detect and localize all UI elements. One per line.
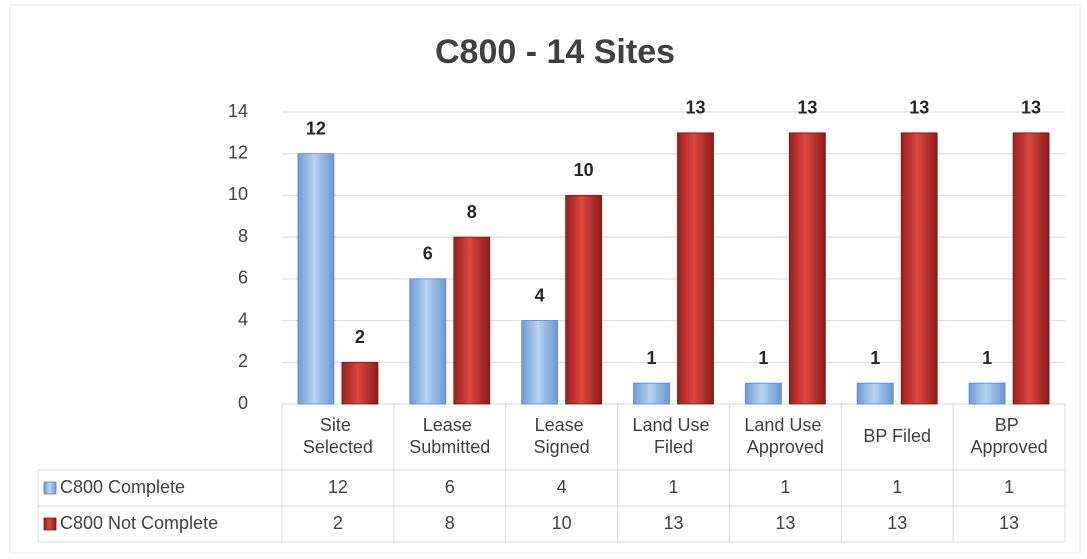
data-label: 13 bbox=[1021, 98, 1041, 118]
table-cell: 13 bbox=[775, 513, 795, 533]
x-tick-line: Filed bbox=[654, 437, 693, 457]
x-tick-line: Approved bbox=[747, 437, 824, 457]
bar bbox=[565, 195, 603, 405]
x-tick-label: BP Filed bbox=[863, 426, 931, 446]
data-label: 1 bbox=[646, 348, 656, 368]
data-label: 12 bbox=[306, 118, 326, 138]
legend-swatch bbox=[43, 481, 57, 495]
bar bbox=[409, 278, 447, 405]
x-tick-line: Land Use bbox=[744, 415, 826, 435]
y-tick-label: 0 bbox=[238, 393, 248, 413]
table-cell: 1 bbox=[668, 477, 678, 497]
x-tick-label: Site Selected bbox=[303, 415, 373, 457]
y-tick-label: 2 bbox=[238, 351, 248, 371]
chart-border bbox=[9, 4, 1081, 554]
data-label: 6 bbox=[423, 244, 433, 264]
bar bbox=[341, 361, 379, 405]
bar bbox=[968, 382, 1006, 405]
data-label: 10 bbox=[574, 160, 594, 180]
data-label: 13 bbox=[797, 98, 817, 118]
bar bbox=[453, 236, 491, 405]
bar bbox=[633, 382, 670, 405]
bar bbox=[297, 153, 335, 405]
data-label: 13 bbox=[909, 98, 929, 118]
chart-title: C800 - 14 Sites bbox=[435, 33, 675, 71]
y-tick-label: 4 bbox=[238, 309, 248, 329]
bar bbox=[677, 132, 714, 405]
table-cell: 4 bbox=[557, 477, 567, 497]
bar bbox=[744, 382, 782, 405]
x-tick-label: BP Approved bbox=[971, 415, 1048, 457]
data-label: 1 bbox=[758, 348, 768, 368]
x-tick-line: Land Use bbox=[632, 415, 714, 435]
table-cell: 1 bbox=[892, 477, 902, 497]
y-tick-label: 12 bbox=[228, 142, 248, 162]
y-tick-label: 6 bbox=[238, 268, 248, 288]
x-tick-label: Land Use Approved bbox=[744, 415, 826, 457]
x-tick-line: Site bbox=[320, 415, 356, 435]
bar bbox=[900, 132, 938, 405]
legend-swatch bbox=[43, 517, 57, 531]
x-tick-line: BP bbox=[995, 415, 1024, 435]
bar bbox=[1012, 132, 1050, 405]
legend-label: C800 Not Complete bbox=[60, 513, 218, 533]
x-tick-line: Submitted bbox=[409, 437, 490, 457]
data-label: 2 bbox=[355, 327, 365, 347]
data-label: 8 bbox=[467, 202, 477, 222]
table-cell: 2 bbox=[333, 513, 343, 533]
table-cell: 1 bbox=[780, 477, 790, 497]
table-cell: 13 bbox=[663, 513, 683, 533]
x-tick-label: Lease Signed bbox=[534, 415, 590, 457]
bar bbox=[521, 320, 559, 405]
x-tick-line: Signed bbox=[534, 437, 590, 457]
y-tick-label: 10 bbox=[228, 184, 248, 204]
y-tick-label: 14 bbox=[228, 101, 248, 121]
table-cell: 13 bbox=[887, 513, 907, 533]
table-cell: 13 bbox=[999, 513, 1019, 533]
data-label: 1 bbox=[982, 348, 992, 368]
bar bbox=[788, 132, 826, 405]
x-tick-label: Land Use Filed bbox=[632, 415, 714, 457]
table-cell: 1 bbox=[1004, 477, 1014, 497]
data-label: 4 bbox=[535, 285, 545, 305]
y-tick-label: 8 bbox=[238, 226, 248, 246]
table-cell: 8 bbox=[445, 513, 455, 533]
x-tick-line: BP Filed bbox=[863, 426, 931, 446]
table-cell: 6 bbox=[445, 477, 455, 497]
x-tick-line: Lease bbox=[535, 415, 589, 435]
table-cell: 12 bbox=[328, 477, 348, 497]
x-tick-label: Lease Submitted bbox=[409, 415, 490, 457]
table-cell: 10 bbox=[552, 513, 572, 533]
data-label: 1 bbox=[870, 348, 880, 368]
legend-label: C800 Complete bbox=[60, 477, 185, 497]
x-tick-line: Selected bbox=[303, 437, 373, 457]
data-label: 13 bbox=[685, 98, 705, 118]
x-tick-line: Approved bbox=[971, 437, 1048, 457]
x-tick-line: Lease bbox=[423, 415, 477, 435]
bar bbox=[856, 382, 894, 405]
